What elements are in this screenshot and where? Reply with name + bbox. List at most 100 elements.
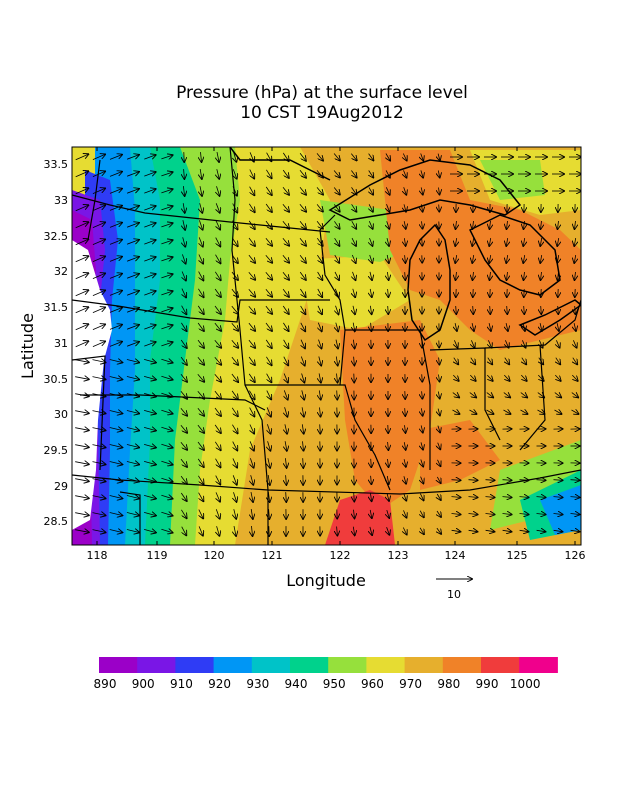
wind-vector (265, 237, 272, 246)
colorbar-label: 990 (476, 677, 499, 691)
wind-vector (232, 203, 238, 213)
wind-vector (234, 509, 236, 519)
wind-vector (488, 340, 491, 347)
wind-vector (126, 342, 139, 347)
wind-vector (336, 305, 339, 315)
wind-vector (126, 377, 139, 380)
wind-vector (143, 359, 156, 362)
wind-vector (506, 255, 507, 263)
wind-vector (472, 323, 474, 331)
wind-vector (319, 390, 320, 399)
wind-vector (507, 305, 508, 314)
wind-vector (490, 220, 491, 229)
wind-vector (180, 373, 187, 382)
wind-vector (282, 288, 289, 297)
wind-vector (75, 171, 89, 178)
wind-vector (316, 187, 323, 194)
wind-vector (452, 410, 460, 414)
wind-vector (336, 356, 337, 366)
wind-vector (387, 238, 389, 246)
wind-vector (353, 305, 355, 314)
wind-vector (109, 206, 122, 211)
wind-vector (265, 220, 272, 229)
wind-vector (421, 459, 423, 467)
wind-vector (554, 410, 562, 414)
wind-vector (299, 152, 306, 161)
colorbar-label: 980 (437, 677, 460, 691)
wind-vector (182, 526, 187, 536)
wind-vector (181, 322, 186, 331)
wind-vector (420, 510, 424, 518)
colorbar-label: 930 (246, 677, 269, 691)
wind-vector (282, 221, 289, 228)
x-tick-label: 120 (204, 549, 225, 562)
wind-vector (92, 445, 106, 448)
wind-vector (557, 238, 558, 246)
wind-vector (109, 496, 123, 499)
wind-vector (573, 340, 576, 347)
y-tick-label: 29 (54, 480, 68, 493)
wind-vector (438, 391, 439, 399)
wind-vector (144, 206, 155, 211)
wind-vector (570, 514, 580, 515)
wind-vector (144, 155, 155, 160)
wind-vector (75, 307, 89, 314)
wind-vector (144, 308, 155, 313)
wind-vector (75, 188, 89, 195)
wind-vector (502, 480, 512, 481)
wind-vector (439, 187, 440, 195)
wind-vector (126, 308, 139, 313)
wind-vector (556, 357, 560, 365)
wind-vector (488, 357, 492, 365)
field-skyblue-east (540, 485, 581, 535)
wind-vector (541, 271, 542, 280)
wind-vector (302, 407, 304, 416)
wind-vector (75, 479, 89, 482)
wind-vector (180, 356, 187, 365)
wind-vector (299, 170, 306, 177)
y-tick-label: 31 (54, 337, 68, 350)
wind-vector (109, 394, 123, 397)
wind-vector (109, 240, 122, 245)
wind-vector (353, 322, 355, 332)
title-line-1: Pressure (hPa) at the surface level (176, 83, 468, 103)
wind-vector (217, 186, 220, 196)
wind-vector (485, 514, 495, 515)
wind-vector (282, 169, 289, 178)
wind-vector (161, 223, 172, 227)
wind-vector (404, 493, 407, 500)
wind-vector (421, 153, 424, 161)
wind-vector (144, 257, 155, 262)
wind-vector (299, 271, 306, 280)
wind-vector (182, 271, 186, 281)
wind-vector (352, 220, 356, 229)
wind-vector (468, 514, 478, 515)
wind-vector (282, 271, 289, 280)
boundary-pacific-edge (87, 159, 101, 241)
wind-vector (126, 360, 139, 363)
colorbar-swatch (404, 657, 444, 673)
wind-vector (143, 444, 156, 447)
wind-vector (198, 475, 203, 484)
wind-vector (571, 410, 579, 414)
wind-vector (233, 475, 237, 484)
wind-vector (109, 445, 123, 448)
wind-vector (506, 323, 508, 331)
wind-vector (161, 427, 172, 430)
wind-vector (285, 424, 287, 433)
colorbar-label: 1000 (510, 677, 541, 691)
wind-vector (422, 374, 423, 381)
wind-vector (421, 442, 423, 449)
wind-vector (75, 411, 89, 414)
wind-vector (486, 393, 493, 398)
wind-vector (320, 424, 321, 433)
wind-vector (126, 496, 139, 499)
wind-vector (489, 255, 490, 263)
wind-vector (214, 288, 221, 297)
wind-vector (370, 492, 371, 501)
wind-vector (75, 530, 89, 533)
y-axis: 33.5 33 32.5 32 31.5 31 30.5 30 29.5 29 … (44, 158, 69, 528)
wind-vector (503, 393, 510, 398)
wind-vector (473, 271, 474, 280)
wind-vector (126, 257, 139, 262)
